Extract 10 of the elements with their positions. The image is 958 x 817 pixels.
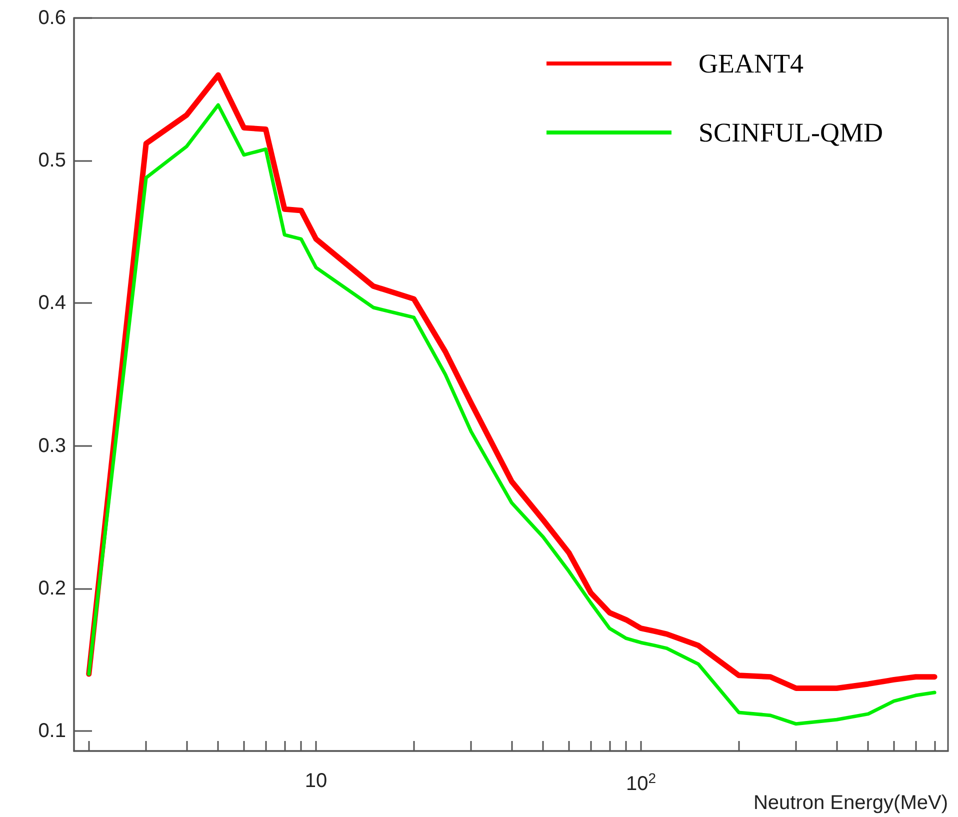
y-tick-label: 0.5 [38, 150, 66, 172]
y-tick-label: 0.4 [38, 292, 66, 314]
legend-label: SCINFUL-QMD [698, 118, 884, 148]
y-tick-label: 0.6 [38, 7, 66, 29]
y-tick-label: 0.2 [38, 577, 66, 600]
y-tick-label: 0.3 [38, 434, 66, 457]
y-tick-label: 0.1 [38, 720, 66, 742]
legend-label: GEANT4 [698, 48, 804, 78]
x-axis-title: Neutron Energy(MeV) [753, 792, 948, 814]
x-tick-label: 10 [304, 770, 328, 792]
